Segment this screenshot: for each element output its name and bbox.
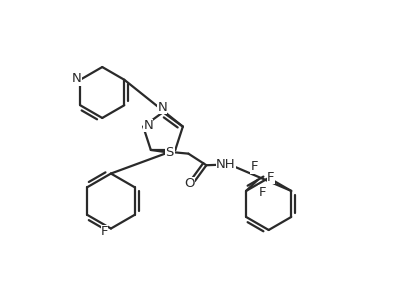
Text: O: O — [184, 177, 194, 190]
Text: N: N — [165, 146, 175, 159]
Text: N: N — [72, 72, 81, 85]
Text: F: F — [266, 171, 274, 183]
Text: N: N — [157, 101, 167, 114]
Text: F: F — [258, 186, 265, 199]
Text: S: S — [165, 146, 173, 159]
Text: N: N — [143, 119, 153, 132]
Text: NH: NH — [216, 158, 235, 171]
Text: F: F — [101, 225, 108, 238]
Text: F: F — [250, 160, 257, 173]
